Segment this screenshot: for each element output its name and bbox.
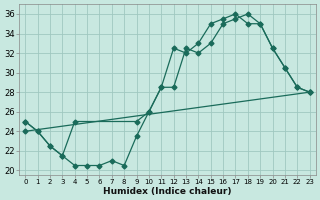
- X-axis label: Humidex (Indice chaleur): Humidex (Indice chaleur): [103, 187, 232, 196]
